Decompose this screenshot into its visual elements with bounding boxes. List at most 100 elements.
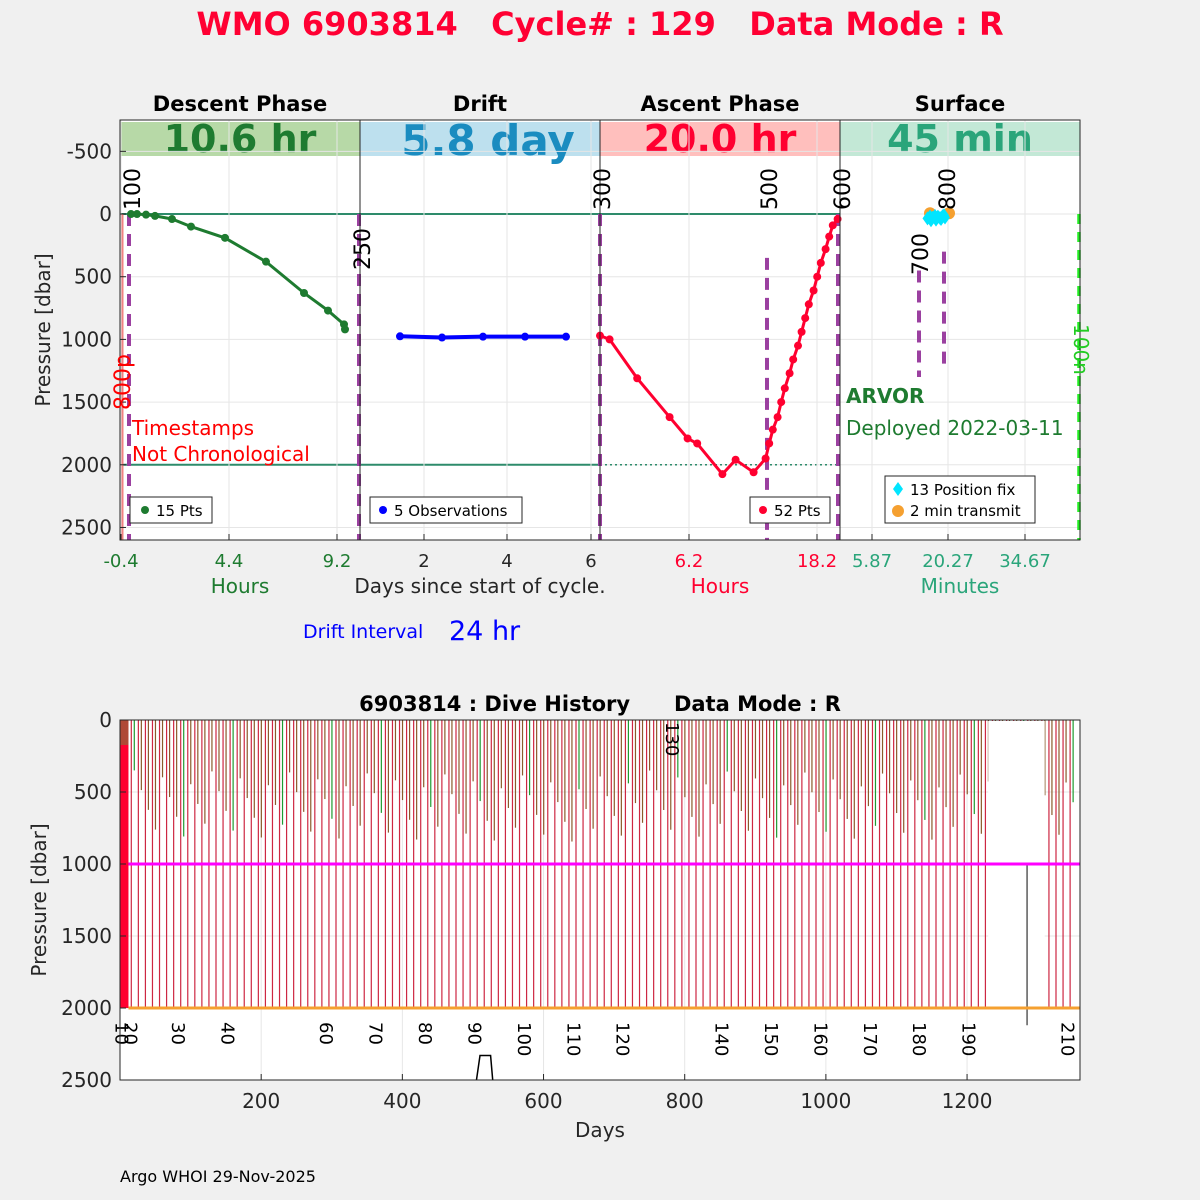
- common-x-label: Days since start of cycle.: [354, 574, 605, 598]
- cycle-number-label: 130: [661, 722, 682, 756]
- ascent-point: [718, 470, 727, 479]
- top-y-tick-label: 2500: [61, 515, 112, 539]
- ascent-point: [828, 221, 837, 230]
- top-x-tick-label: 6.2: [675, 551, 704, 572]
- drift-point: [479, 332, 487, 341]
- top-x-tick-label: 34.67: [999, 551, 1051, 572]
- cycle-number-label: 210: [1056, 1022, 1077, 1056]
- ascent-x-label: Hours: [691, 574, 750, 598]
- top-x-tick-label: 5.87: [852, 551, 892, 572]
- descent-plot: [127, 210, 349, 334]
- ascent-line: [599, 218, 839, 477]
- descent-point: [324, 306, 332, 315]
- surface-x-label: Minutes: [921, 574, 1000, 598]
- ascent-duration: 20.0 hr: [644, 117, 797, 161]
- drift-plot: [396, 332, 570, 342]
- bottom-y-tick-label: 500: [74, 780, 112, 804]
- cycle-number-label: 190: [958, 1022, 979, 1056]
- drift-legend-text: 5 Observations: [394, 502, 508, 520]
- ascent-point: [794, 341, 802, 350]
- bottom-x-tick-label: 200: [242, 1089, 280, 1113]
- bottom-x-tick-label: 800: [666, 1089, 704, 1113]
- ascent-point: [693, 439, 702, 448]
- cycle-number-label: 180: [908, 1022, 929, 1056]
- top-x-tick-label: 4.4: [215, 551, 244, 572]
- top-y-tick-label: 1500: [61, 390, 112, 414]
- top-x-tick-label: 4: [501, 551, 512, 572]
- cycle-number-label: 90: [463, 1022, 484, 1045]
- deployment-date: Deployed 2022-03-11: [846, 416, 1064, 440]
- cycle-number-label: 150: [760, 1022, 781, 1056]
- ascent-point: [765, 439, 774, 448]
- cycle-number-label: 60: [315, 1022, 336, 1045]
- drift-point: [562, 332, 570, 341]
- descent-point: [221, 233, 229, 242]
- ascent-point: [665, 413, 674, 422]
- cycle-phase-panel: Descent Phase Drift Ascent Phase Surface…: [31, 92, 1093, 647]
- marker-100-label: 100: [121, 168, 146, 210]
- descent-point: [151, 211, 159, 220]
- surface-legend: 13 Position fix 2 min transmit: [884, 475, 1036, 524]
- top-y-tick-label: 1000: [61, 327, 112, 351]
- bottom-axes: 200 400 600 800 1000 1200 0 500 1000 1500 2000 2500: [61, 708, 992, 1113]
- dive-history-data: [120, 720, 1080, 1081]
- dive-history-panel: 6903814 : Dive History Data Mode : R 102…: [27, 692, 1081, 1142]
- ascent-point: [605, 335, 614, 344]
- cycle-number-label: 30: [167, 1022, 188, 1045]
- bottom-x-tick-label: 1200: [942, 1089, 993, 1113]
- ascent-plot: [596, 215, 842, 479]
- cycle-number-label: 160: [809, 1022, 830, 1056]
- drift-duration-band: [360, 122, 600, 156]
- descent-duration-band: [120, 122, 360, 156]
- ascent-point: [780, 384, 789, 393]
- marker-300-label: 300: [591, 168, 616, 210]
- marker-600-label: 600: [831, 168, 856, 210]
- ascent-point: [804, 300, 813, 309]
- cycle-number-label: 20: [120, 1022, 141, 1045]
- top-y-tick-label: 2000: [61, 453, 112, 477]
- marker-700-label: 700: [909, 233, 934, 275]
- top-y-tick-label: 500: [74, 265, 112, 289]
- marker-800-label: 800: [936, 168, 961, 210]
- ascent-point: [797, 327, 806, 336]
- ascent-point: [768, 425, 777, 434]
- cycle-number-label: 70: [365, 1022, 386, 1045]
- bottom-y-tick-label: 1000: [61, 852, 112, 876]
- drift-point: [396, 332, 404, 341]
- ascent-point: [816, 258, 825, 267]
- data-gap: [988, 721, 1045, 1017]
- platform-name: ARVOR: [846, 384, 924, 408]
- outlier-trace: [475, 1054, 494, 1081]
- cycle-number-label: 110: [562, 1022, 583, 1056]
- descent-point: [142, 210, 150, 219]
- marker-800p-label: 800p: [111, 354, 136, 410]
- top-y-tick-label: -500: [67, 139, 112, 163]
- drift-legend: 5 Observations: [369, 496, 523, 524]
- marker-100n-label: 100n: [1069, 324, 1093, 375]
- marker-250-label: 250: [351, 228, 376, 270]
- descent-point: [187, 222, 195, 231]
- top-x-tick-label: 6: [585, 551, 596, 572]
- top-x-tick-label: -0.4: [103, 551, 138, 572]
- drift-point: [521, 332, 529, 341]
- position-fix-point: [933, 209, 943, 224]
- top-x-tick-label: 18.2: [797, 551, 837, 572]
- marker-500-label: 500: [758, 168, 783, 210]
- ascent-point: [825, 232, 834, 241]
- top-y-axis-label: Pressure [dbar]: [31, 253, 55, 406]
- descent-legend: 15 Pts: [129, 496, 213, 524]
- ascent-point: [761, 454, 770, 463]
- drift-phase-title: Drift: [453, 92, 507, 116]
- ascent-point: [773, 413, 782, 422]
- cycle-number-label: 170: [859, 1022, 880, 1056]
- drift-duration: 5.8 day: [401, 116, 575, 165]
- bottom-x-tick-label: 1000: [800, 1089, 851, 1113]
- surface-axes-frame: [839, 119, 1081, 541]
- ascent-point: [801, 314, 810, 323]
- descent-legend-text: 15 Pts: [156, 502, 203, 520]
- bottom-y-tick-label: 1500: [61, 924, 112, 948]
- dive-history-title: 6903814 : Dive History Data Mode : R: [359, 692, 841, 716]
- surface-legend-tx: 2 min transmit: [910, 502, 1021, 520]
- top-x-tick-label: 9.2: [323, 551, 352, 572]
- descent-phase-title: Descent Phase: [153, 92, 327, 116]
